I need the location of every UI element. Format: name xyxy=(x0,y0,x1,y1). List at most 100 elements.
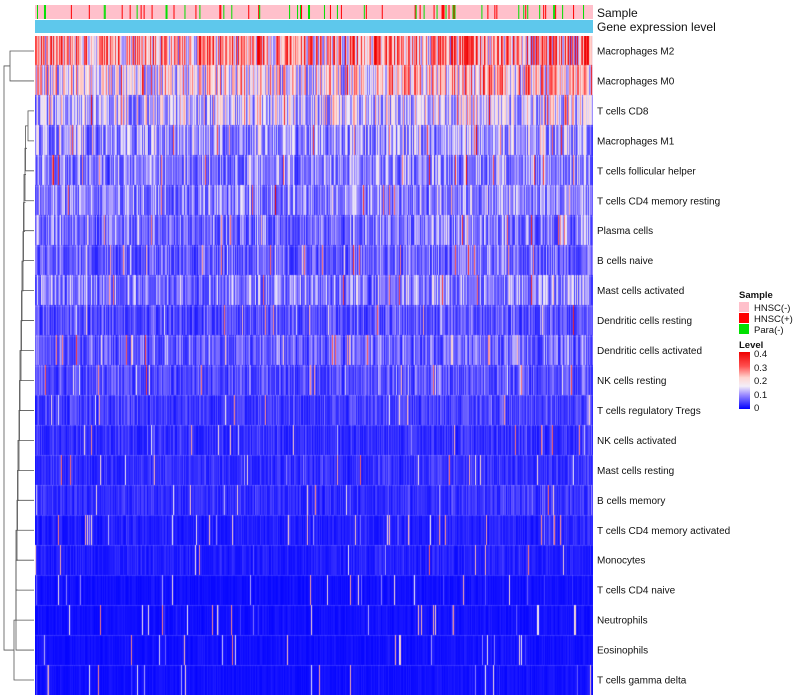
sample-bar-background xyxy=(35,5,593,19)
sample-tick-para-neg xyxy=(336,5,338,19)
sample-tick-hnsc-pos xyxy=(543,5,545,19)
sample-tick-hnsc-pos xyxy=(365,5,367,19)
sample-tick-para-neg xyxy=(231,5,233,19)
row-label: Macrophages M2 xyxy=(597,46,675,57)
sample-tick-hnsc-pos xyxy=(70,5,72,19)
sample-tick-hnsc-pos xyxy=(258,5,260,19)
sample-tick-hnsc-pos xyxy=(129,5,131,19)
row-label: Neutrophils xyxy=(597,616,648,627)
sample-tick-hnsc-pos xyxy=(329,5,331,19)
legend-swatch-hnsc-pos xyxy=(739,313,749,323)
heatmap-cells xyxy=(35,36,593,695)
level-tick: 0 xyxy=(754,403,759,414)
sample-tick-hnsc-pos xyxy=(248,5,250,19)
sample-tick-para-neg xyxy=(103,5,105,19)
row-label: Dendritic cells activated xyxy=(597,346,702,357)
row-label: Dendritic cells resting xyxy=(597,316,692,327)
sample-tick-para-neg xyxy=(539,5,541,19)
sample-tick-para-neg xyxy=(523,5,525,19)
row-label: Macrophages M1 xyxy=(597,136,675,147)
sample-tick-hnsc-pos xyxy=(433,5,435,19)
sample-tick-para-neg xyxy=(436,5,438,19)
legend-swatch-para-neg xyxy=(739,324,749,334)
sample-tick-hnsc-pos xyxy=(496,5,498,19)
row-label: B cells naive xyxy=(597,256,654,267)
sample-tick-para-neg xyxy=(481,5,483,19)
level-colorbar xyxy=(739,352,750,409)
row-label: T cells CD4 memory activated xyxy=(597,526,730,537)
sample-tick-hnsc-pos xyxy=(340,5,342,19)
row-label: Plasma cells xyxy=(597,226,653,237)
sample-tick-para-neg xyxy=(308,5,310,19)
sample-legend: Sample HNSC(-) HNSC(+) Para(-) xyxy=(739,290,793,336)
sample-tick-para-neg xyxy=(553,5,555,19)
sample-tick-para-neg xyxy=(562,5,564,19)
row-label: T cells regulatory Tregs xyxy=(597,406,701,417)
sample-annotation-label: Sample xyxy=(597,6,638,20)
sample-tick-hnsc-pos xyxy=(487,5,489,19)
sample-tick-para-neg xyxy=(259,5,261,19)
dendrogram-branch xyxy=(24,147,34,202)
sample-tick-para-neg xyxy=(554,5,556,19)
sample-tick-hnsc-pos xyxy=(525,5,527,19)
dendrogram-branch xyxy=(3,65,14,651)
dendrogram-branch xyxy=(22,231,34,292)
sample-tick-hnsc-pos xyxy=(573,5,575,19)
row-label: T cells CD4 memory resting xyxy=(597,196,720,207)
sample-tick-para-neg xyxy=(44,5,46,19)
sample-tick-para-neg xyxy=(323,5,325,19)
sample-tick-para-neg xyxy=(452,5,454,19)
sample-tick-para-neg xyxy=(165,5,167,19)
sample-tick-hnsc-pos xyxy=(140,5,142,19)
sample-tick-para-neg xyxy=(104,5,106,19)
row-label: B cells memory xyxy=(597,496,665,507)
sample-tick-hnsc-pos xyxy=(219,5,221,19)
sample-tick-para-neg xyxy=(300,5,302,19)
sample-tick-para-neg xyxy=(415,5,417,19)
sample-tick-para-neg xyxy=(423,5,425,19)
sample-tick-hnsc-pos xyxy=(443,5,445,19)
sample-tick-hnsc-pos xyxy=(151,5,153,19)
legend-label-hnsc-neg: HNSC(-) xyxy=(754,303,790,314)
row-label: Mast cells resting xyxy=(597,466,674,477)
dendrogram-branch xyxy=(9,50,34,82)
level-legend: Level 0.4 0.3 0.2 0.1 0 xyxy=(739,340,767,414)
row-dendrogram xyxy=(3,50,34,681)
row-label: NK cells activated xyxy=(597,436,676,447)
sample-tick-para-neg xyxy=(199,5,201,19)
sample-annotation-bar xyxy=(35,5,593,19)
row-label: T cells CD4 naive xyxy=(597,586,676,597)
row-labels: Macrophages M2 Macrophages M0 T cells CD8 M… xyxy=(597,46,730,686)
sample-tick-hnsc-pos xyxy=(381,5,383,19)
sample-tick-hnsc-pos xyxy=(220,5,222,19)
sample-tick-para-neg xyxy=(43,5,45,19)
sample-tick-para-neg xyxy=(36,5,38,19)
sample-tick-hnsc-pos xyxy=(545,5,547,19)
level-tick: 0.2 xyxy=(754,376,767,387)
legend-label-hnsc-pos: HNSC(+) xyxy=(754,314,793,325)
row-label: Eosinophils xyxy=(597,646,648,657)
sample-tick-hnsc-pos xyxy=(143,5,145,19)
sample-tick-para-neg xyxy=(527,5,529,19)
sample-tick-hnsc-pos xyxy=(173,5,175,19)
sample-legend-title: Sample xyxy=(739,290,773,301)
sample-tick-hnsc-pos xyxy=(88,5,90,19)
sample-tick-para-neg xyxy=(309,5,311,19)
sample-tick-hnsc-pos xyxy=(441,5,443,19)
level-legend-title: Level xyxy=(739,340,763,351)
sample-tick-para-neg xyxy=(223,5,225,19)
sample-tick-hnsc-pos xyxy=(453,5,455,19)
sample-tick-para-neg xyxy=(166,5,168,19)
sample-tick-para-neg xyxy=(445,5,447,19)
row-label: Mast cells activated xyxy=(597,286,684,297)
sample-tick-hnsc-pos xyxy=(494,5,496,19)
gene-expression-annotation-bar xyxy=(35,20,593,33)
sample-tick-para-neg xyxy=(289,5,291,19)
sample-tick-hnsc-pos xyxy=(419,5,421,19)
legend-swatch-hnsc-neg xyxy=(739,302,749,312)
level-tick: 0.4 xyxy=(754,349,767,360)
sample-tick-hnsc-pos xyxy=(195,5,197,19)
legend-label-para-neg: Para(-) xyxy=(754,325,784,336)
row-label: Macrophages M0 xyxy=(597,76,675,87)
